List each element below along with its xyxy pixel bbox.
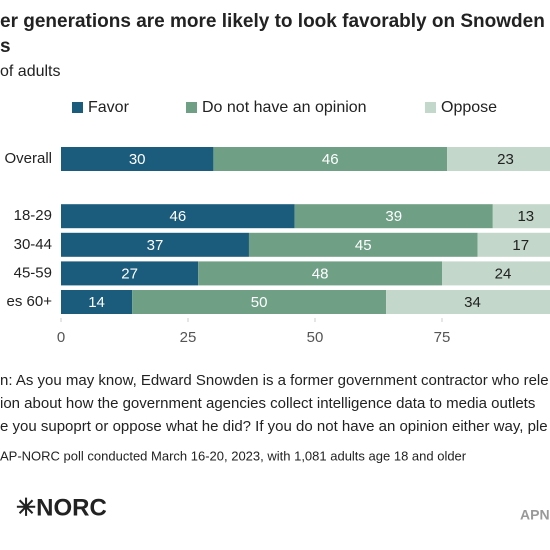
- bar-segment: [477, 232, 550, 257]
- data-label: 24: [495, 265, 512, 282]
- bar-segment: [132, 290, 387, 314]
- bar-segment: [61, 290, 133, 314]
- bar-segment: [447, 147, 550, 171]
- legend-label: Do not have an opinion: [202, 99, 367, 116]
- bar-segment: [61, 261, 199, 286]
- legend-label: Oppose: [441, 99, 497, 116]
- bar-segment: [61, 147, 214, 171]
- data-label: 37: [147, 237, 164, 254]
- y-tick-label: es 60+: [7, 293, 53, 310]
- y-tick-label: 18-29: [14, 207, 52, 224]
- source: AP-NORC poll conducted March 16-20, 2023…: [0, 448, 467, 463]
- bar-segment: [198, 261, 442, 286]
- bar-segment: [213, 147, 448, 171]
- y-tick-label: 45-59: [14, 264, 52, 281]
- data-label: 50: [251, 294, 268, 311]
- bar-segment: [442, 261, 550, 286]
- y-tick-label: Overall: [4, 150, 52, 167]
- subtitle: of adults: [0, 63, 60, 80]
- bar-segment: [294, 204, 493, 229]
- data-label: 45: [355, 237, 372, 254]
- data-label: 13: [517, 208, 534, 225]
- note: e you supoprt or oppose what he did? If …: [0, 418, 548, 435]
- bar-segment: [61, 204, 295, 229]
- note: ion about how the government agencies co…: [0, 395, 535, 412]
- chart-title: s: [0, 36, 11, 57]
- data-label: 27: [121, 265, 138, 282]
- bar-segment: [61, 232, 249, 257]
- y-tick-label: 30-44: [14, 236, 52, 253]
- bar-segment: [492, 204, 550, 229]
- x-tick-label: 75: [434, 329, 451, 346]
- data-label: 46: [169, 208, 186, 225]
- bar-segment: [248, 232, 478, 257]
- data-label: 17: [512, 237, 529, 254]
- legend-swatch: [186, 102, 197, 113]
- note: n: As you may know, Edward Snowden is a …: [0, 372, 549, 389]
- x-tick-label: 0: [57, 329, 65, 346]
- data-label: 34: [464, 294, 481, 311]
- data-label: 48: [312, 265, 329, 282]
- chart-title: er generations are more likely to look f…: [0, 11, 545, 32]
- bar-segment: [386, 290, 550, 314]
- footer-logo: APN: [520, 507, 550, 523]
- data-label: 30: [129, 151, 146, 168]
- x-tick-label: 25: [180, 329, 197, 346]
- legend-label: Favor: [88, 99, 130, 116]
- data-label: 46: [322, 151, 339, 168]
- logo: ✳NORC: [16, 494, 107, 521]
- data-label: 14: [88, 294, 105, 311]
- x-tick-label: 50: [307, 329, 324, 346]
- legend-swatch: [72, 102, 83, 113]
- data-label: 39: [385, 208, 402, 225]
- data-label: 23: [497, 151, 514, 168]
- legend-swatch: [425, 102, 436, 113]
